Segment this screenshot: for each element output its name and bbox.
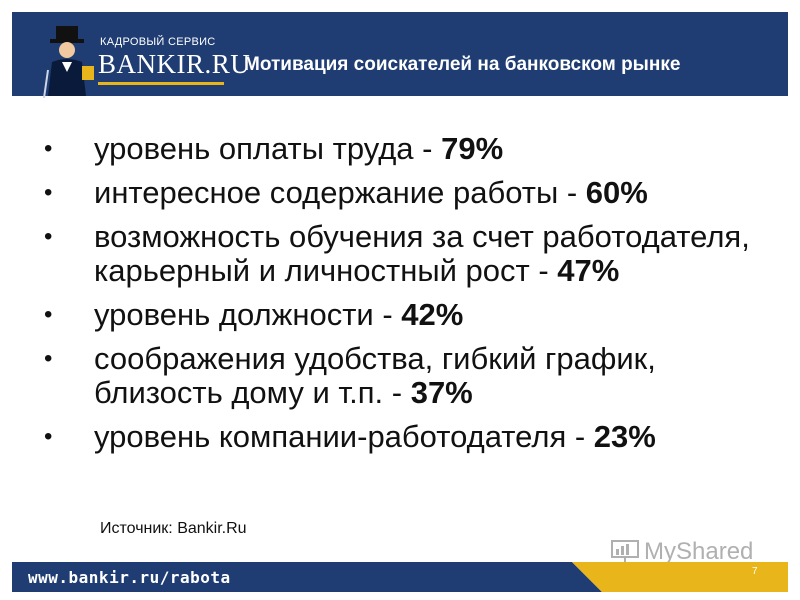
footer-content: www.bankir.ru/rabota 7 [12, 562, 788, 592]
item-percent: 23% [593, 419, 656, 454]
item-text: уровень оплаты труда - [94, 131, 442, 166]
item-text: соображения удобства, гибкий график, бли… [94, 341, 656, 410]
header-banner: КАДРОВЫЙ СЕРВИС BANKIR.RU Мотивация соис… [12, 12, 788, 99]
bullet-glyph: • [44, 223, 53, 250]
item-text: уровень должности - [94, 297, 402, 332]
brand-subtitle: КАДРОВЫЙ СЕРВИС [100, 36, 216, 48]
bullet-glyph: • [44, 135, 53, 162]
watermark-text: MyShared [644, 538, 754, 565]
banker-logo-icon [43, 26, 94, 99]
item-text: возможность обучения за счет работодател… [94, 219, 750, 288]
brand-name: BANKIR.RU [98, 49, 251, 79]
item-text: уровень компании-работодателя - [94, 419, 594, 454]
watermark: MyShared [610, 538, 753, 566]
item-text: интересное содержание работы - [94, 175, 586, 210]
brand-underline [98, 82, 224, 85]
list-item: • уровень компании-работодателя - 23% [40, 420, 780, 454]
bullet-glyph: • [44, 345, 53, 372]
item-percent: 79% [441, 131, 504, 166]
list-item: • уровень должности - 42% [40, 298, 780, 332]
list-item: • уровень оплаты труда - 79% [40, 132, 780, 166]
list-item: • соображения удобства, гибкий график, бл… [40, 342, 780, 410]
footer-bar [12, 562, 788, 592]
bullet-glyph: • [44, 179, 53, 206]
slide-title: Мотивация соискателей на банковском рынк… [244, 54, 681, 75]
item-percent: 60% [585, 175, 648, 210]
footer-url-link[interactable]: www.bankir.ru/rabota [28, 568, 231, 587]
list-item: • интересное содержание работы - 60% [40, 176, 780, 210]
item-percent: 42% [401, 297, 464, 332]
item-percent: 37% [410, 375, 473, 410]
item-percent: 47% [557, 253, 620, 288]
page-number: 7 [752, 566, 758, 577]
list-item: • возможность обучения за счет работодате… [40, 220, 780, 288]
bullet-glyph: • [44, 301, 53, 328]
source-note: Источник: Bankir.Ru [100, 520, 247, 537]
bullet-glyph: • [44, 423, 53, 450]
bullet-list: • уровень оплаты труда - 79% • интересное … [40, 132, 780, 464]
